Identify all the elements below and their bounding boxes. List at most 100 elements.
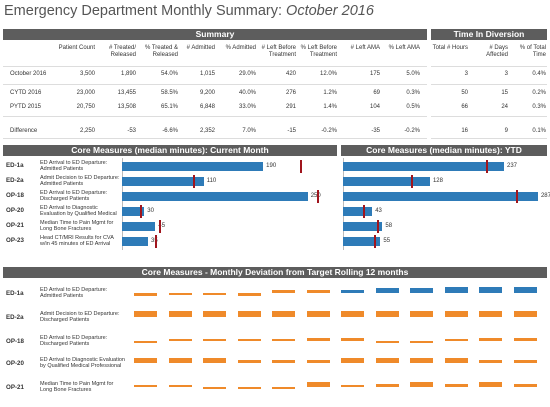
diversion-cell: 0.1%: [532, 128, 546, 134]
deviation-bar: [479, 382, 502, 387]
core-month-bar: [122, 192, 308, 201]
core-ytd-value: 58: [385, 223, 393, 229]
deviation-bar: [306, 359, 330, 363]
core-month-value: 190: [266, 163, 277, 169]
core-desc-label: Head CT/MRI Results for CVA w/in 45 minu…: [40, 235, 114, 248]
deviation-bar: [375, 288, 399, 293]
deviation-bar: [341, 358, 364, 363]
summary-col-header: Patient Count: [58, 45, 95, 51]
summary-cell: 29.0%: [238, 71, 256, 77]
summary-cell: 40.0%: [238, 90, 256, 96]
deviation-bar: [479, 359, 502, 363]
deviation-bar: [341, 289, 364, 293]
summary-cell: 20,750: [76, 104, 95, 110]
diversion-cell: 15: [501, 90, 508, 96]
deviation-bar: [375, 310, 399, 317]
deviation-desc-label: ED Arrival to Diagnostic Evaluation by Q…: [40, 357, 125, 370]
summary-cell: 2,352: [199, 128, 215, 134]
core-ytd-target: [410, 175, 413, 188]
summary-cell: 291: [285, 104, 296, 110]
diversion-col-header: Total # Hours: [432, 45, 468, 51]
deviation-bar: [237, 293, 261, 297]
deviation-bar: [168, 358, 192, 363]
summary-rule: [3, 66, 427, 67]
summary-row-label: October 2016: [10, 71, 47, 77]
core-desc-label: ED Arrival to ED Departure: Admitted Pat…: [40, 160, 108, 173]
core-month-bar: [122, 177, 204, 186]
diversion-rule: [431, 116, 547, 117]
summary-col-header: % Treated & Released: [144, 45, 178, 58]
deviation-bar: [479, 310, 502, 317]
deviation-bar: [306, 289, 330, 293]
summary-cell: 9,200: [199, 90, 215, 96]
diversion-cell: 9: [504, 128, 508, 134]
deviation-bar: [375, 341, 399, 343]
summary-cell: 3,500: [79, 71, 95, 77]
core-month-bar: [122, 222, 156, 231]
deviation-code-label: OP-21: [6, 384, 24, 391]
summary-cell: 7.0%: [242, 128, 256, 134]
core-month-axis: [122, 158, 123, 250]
diversion-cell: 3: [504, 71, 508, 77]
deviation-bar: [272, 339, 295, 341]
deviation-bar: [444, 358, 468, 363]
summary-cell: 175: [369, 71, 380, 77]
summary-col-header: % Left Before Treatment: [300, 45, 337, 58]
diversion-cell: 3: [464, 71, 468, 77]
deviation-bar: [306, 337, 330, 341]
deviation-code-label: ED-1a: [6, 290, 24, 297]
deviation-code-label: OP-18: [6, 338, 24, 345]
deviation-bar: [237, 339, 261, 341]
core-month-target: [155, 235, 158, 248]
deviation-bar: [375, 383, 399, 387]
deviation-bar: [134, 310, 157, 317]
core-month-value: 30: [147, 208, 154, 214]
summary-cell: -0.2%: [404, 128, 420, 134]
core-ytd-value: 287: [540, 193, 550, 199]
diversion-table: Total # Hours # Days Affected % of Total T…: [0, 0, 550, 150]
core-ytd-target: [376, 220, 379, 233]
core-month-chart: ED-1a ED Arrival to ED Departure: Admitte…: [0, 0, 340, 260]
diversion-col-header: # Days Affected: [486, 45, 508, 58]
summary-cell: 6,848: [199, 104, 215, 110]
summary-rule: [3, 138, 427, 139]
deviation-desc-label: Admit Decision to ED Departure: Discharg…: [40, 311, 120, 324]
core-ytd-target: [516, 190, 519, 203]
core-desc-label: ED Arrival to ED Departure: Discharged P…: [40, 190, 108, 203]
core-code-label: OP-20: [6, 207, 24, 214]
summary-cell: 69: [373, 90, 380, 96]
deviation-bar: [410, 341, 433, 343]
summary-cell: 0.5%: [406, 104, 420, 110]
core-ytd-bar: [343, 162, 504, 171]
deviation-bar: [272, 359, 295, 363]
deviation-bar: [444, 286, 468, 293]
summary-cell: 13,455: [117, 90, 136, 96]
summary-cell: 65.1%: [160, 104, 178, 110]
deviation-code-label: ED-2a: [6, 314, 24, 321]
deviation-bar: [203, 293, 226, 295]
summary-cell: 276: [285, 90, 296, 96]
summary-cell: 1.2%: [323, 90, 337, 96]
diversion-cell: 50: [461, 90, 468, 96]
summary-cell: 54.0%: [160, 71, 178, 77]
core-ytd-bar: [343, 177, 430, 186]
deviation-bar: [134, 385, 157, 387]
deviation-bar: [410, 288, 433, 293]
deviation-bar: [306, 310, 330, 317]
core-month-bar: [122, 237, 148, 246]
diversion-header: Time In Diversion: [431, 29, 547, 40]
core-ytd-value: 237: [506, 163, 517, 169]
summary-col-header: % Left AMA: [388, 45, 420, 51]
summary-cell: 1.4%: [323, 104, 337, 110]
core-month-value: 250: [311, 193, 321, 199]
deviation-bar: [272, 289, 295, 293]
deviation-bar: [341, 337, 364, 341]
summary-cell: -53: [127, 128, 136, 134]
summary-row-label: PYTD 2015: [10, 104, 42, 110]
deviation-bar: [237, 359, 261, 363]
summary-cell: -6.6%: [162, 128, 178, 134]
summary-cell: 33.0%: [238, 104, 256, 110]
deviation-desc-label: Median Time to Pain Mgmt for Long Bone F…: [40, 381, 114, 394]
page-title-month: October 2016: [286, 3, 374, 19]
deviation-bar: [203, 310, 226, 317]
